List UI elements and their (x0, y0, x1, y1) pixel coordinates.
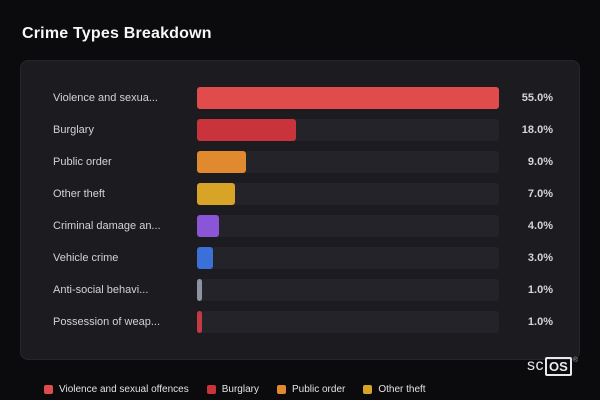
bar-0[interactable] (197, 87, 499, 109)
bar-track (197, 87, 499, 109)
bar-track (197, 247, 499, 269)
bar-5[interactable] (197, 247, 214, 269)
value-label: 1.0% (527, 284, 553, 296)
legend-label: Burglary (221, 384, 259, 395)
bar-2[interactable] (197, 151, 247, 173)
category-label: Violence and sexua... (53, 92, 158, 104)
bar-row: Vehicle crime 3.0% (53, 247, 553, 269)
bar-track (197, 119, 499, 141)
value-label: 18.0% (521, 124, 553, 136)
legend-swatch-icon (276, 385, 286, 394)
value-label: 4.0% (527, 220, 553, 232)
category-label: Anti-social behavi... (53, 284, 149, 296)
legend-label: Violence and sexual offences (59, 384, 189, 395)
legend-item[interactable]: Public order (276, 384, 346, 395)
bar-4[interactable] (197, 215, 219, 237)
bar-track (197, 151, 499, 173)
bar-row: Other theft 7.0% (53, 183, 553, 205)
category-label: Burglary (53, 124, 94, 136)
bar-track (197, 215, 499, 237)
chart-legend: Violence and sexual offences Burglary Publ… (44, 384, 426, 395)
legend-label: Public order (291, 384, 346, 395)
legend-swatch-icon (206, 385, 216, 394)
legend-item[interactable]: Burglary (206, 384, 259, 395)
value-label: 1.0% (527, 316, 553, 328)
value-label: 9.0% (527, 156, 553, 168)
registered-mark: ® (572, 357, 578, 364)
bar-6[interactable] (197, 279, 203, 301)
bar-1[interactable] (197, 119, 296, 141)
bar-row: Anti-social behavi... 1.0% (53, 279, 553, 301)
category-label: Public order (53, 156, 112, 168)
bar-7[interactable] (197, 311, 203, 333)
chart-card: Violence and sexua... 55.0% Burglary 18.0% P… (20, 60, 580, 360)
bar-track (197, 183, 499, 205)
bar-3[interactable] (197, 183, 236, 205)
bar-row: Violence and sexua... 55.0% (53, 87, 553, 109)
logo-os-box: OS (545, 357, 572, 376)
legend-item[interactable]: Violence and sexual offences (44, 384, 189, 395)
bar-track (197, 279, 499, 301)
value-label: 55.0% (521, 92, 553, 104)
legend-swatch-icon (44, 385, 53, 394)
bar-track (197, 311, 499, 333)
scos-logo: sc OS ® (527, 357, 578, 376)
bar-row: Possession of weap... 1.0% (53, 311, 553, 333)
value-label: 3.0% (527, 252, 553, 264)
category-label: Other theft (53, 188, 105, 200)
legend-swatch-icon (363, 385, 373, 394)
category-label: Possession of weap... (53, 316, 161, 328)
category-label: Vehicle crime (53, 252, 119, 264)
bar-row: Criminal damage an... 4.0% (53, 215, 553, 237)
legend-label: Other theft (378, 384, 426, 395)
bar-row: Public order 9.0% (53, 151, 553, 173)
category-label: Criminal damage an... (53, 220, 161, 232)
page-title: Crime Types Breakdown (22, 25, 212, 42)
value-label: 7.0% (527, 188, 553, 200)
logo-prefix: sc (527, 357, 545, 374)
bar-chart: Violence and sexua... 55.0% Burglary 18.0% P… (21, 61, 579, 359)
bar-row: Burglary 18.0% (53, 119, 553, 141)
legend-item[interactable]: Other theft (363, 384, 426, 395)
